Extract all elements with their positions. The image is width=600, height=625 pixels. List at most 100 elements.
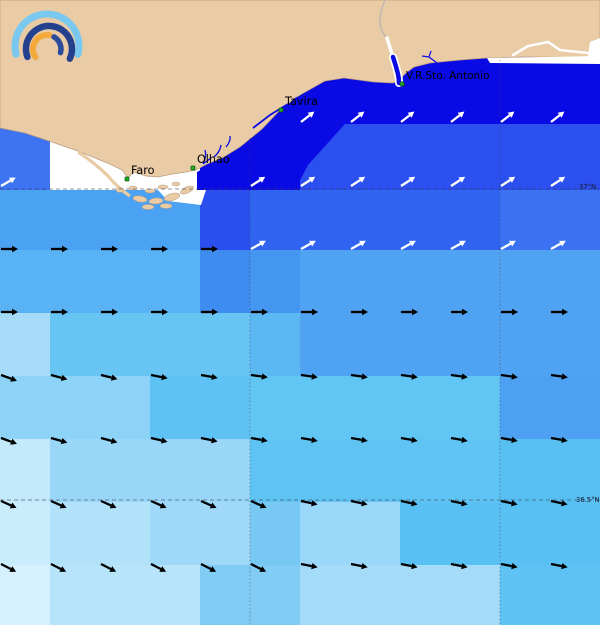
wind-arrow (50, 562, 67, 572)
wind-arrow (250, 562, 267, 572)
wind-arrow (150, 436, 168, 444)
sea-cell-r2-c8 (400, 190, 450, 250)
sea-cell-r1-c9 (450, 124, 500, 190)
sea-cell-r8-c0 (0, 565, 50, 625)
sea-cell-r8-c9 (450, 565, 500, 625)
wind-arrow (500, 499, 518, 507)
creek-east (421, 50, 438, 64)
sea-cell-r7-c9 (450, 502, 500, 565)
wind-arrow (500, 176, 516, 187)
city-dot-olhao (190, 165, 196, 171)
sea-cell-r2-c10 (500, 190, 550, 250)
sea-cell-r2-c6 (300, 190, 350, 250)
wind-arrow (50, 436, 68, 445)
wind-arrow (151, 308, 168, 316)
sea-cell-r7-c3 (150, 502, 200, 565)
wind-arrow (450, 240, 466, 251)
sea-cell-r5-c11 (550, 376, 600, 439)
sea-cell-r2-c0 (0, 190, 50, 250)
wind-arrow (350, 499, 368, 507)
beach-strip (487, 38, 600, 64)
sea-cell-r6-c5 (250, 439, 300, 502)
coastal-dark-water (197, 60, 600, 190)
sea-cell-r8-c8 (400, 565, 450, 625)
logo-inner-orange-arc (29, 32, 53, 60)
wind-arrow (300, 240, 316, 251)
sea-cell-r6-c2 (100, 439, 150, 502)
wind-arrows-layer (0, 111, 568, 572)
wind-arrow (450, 111, 465, 123)
sea-cell-r6-c6 (300, 439, 350, 502)
sea-cell-r6-c3 (150, 439, 200, 502)
wind-arrow (550, 111, 565, 123)
wind-arrow (350, 562, 368, 570)
wind-arrow (401, 308, 418, 316)
sea-cell-r5-c7 (350, 376, 400, 439)
sea-cell-r7-c10 (500, 502, 550, 565)
sea-cell-r8-c11 (550, 565, 600, 625)
sea-cell-r1-c8 (400, 124, 450, 190)
logo-middle-arc (22, 22, 76, 62)
sea-cell-r6-c8 (400, 439, 450, 502)
wind-arrow (450, 436, 468, 444)
latitude-label: 37°N (579, 183, 596, 191)
wind-arrow (201, 245, 218, 253)
wind-arrow (500, 436, 518, 444)
wind-arrow (350, 373, 368, 380)
wind-arrow (250, 499, 267, 509)
wind-arrow (551, 308, 568, 316)
sea-cell-r8-c6 (300, 565, 350, 625)
wind-arrow (400, 240, 416, 251)
sea-cell-r4-c11 (550, 313, 600, 376)
sea-cell-r6-c9 (450, 439, 500, 502)
sea-cell-r8-c3 (150, 565, 200, 625)
wind-arrow (250, 373, 268, 380)
sea-cell-r5-c9 (450, 376, 500, 439)
wind-arrow (201, 308, 218, 316)
wind-arrow (350, 240, 366, 251)
wind-arrow (50, 373, 68, 381)
wind-arrow (501, 308, 518, 316)
sea-cell-r1-c10 (500, 124, 550, 190)
city-dot-v-r-sto-antonio (399, 81, 405, 87)
wind-arrow (400, 562, 418, 570)
wind-arrow (0, 177, 16, 187)
sea-cell-r5-c10 (500, 376, 550, 439)
wind-arrow (550, 436, 568, 444)
wind-arrow (400, 499, 418, 507)
sea-cell-r3-c10 (500, 250, 550, 313)
wind-arrow (51, 245, 68, 253)
tavira-creek (281, 96, 300, 111)
sea-cell-r3-c1 (50, 250, 100, 313)
sea-cell-r6-c11 (550, 439, 600, 502)
sea-cell-r7-c4 (200, 502, 250, 565)
sea-cell-r2-c4 (200, 190, 250, 250)
city-dot-faro (124, 176, 130, 182)
sea-cell-r7-c8 (400, 502, 450, 565)
city-dot-tavira (278, 107, 284, 113)
sea-cell-r7-c11 (550, 502, 600, 565)
sea-cell-r5-c3 (150, 376, 200, 439)
sea-cell-r2-c9 (450, 190, 500, 250)
sea-cell-r3-c8 (400, 250, 450, 313)
wind-arrow (500, 562, 518, 570)
wind-arrow (250, 176, 266, 187)
wind-arrow (200, 562, 217, 572)
city-label-v-r-sto-antonio: V.R.Sto. Antonio (406, 70, 490, 82)
wind-arrow (450, 373, 468, 380)
sea-cell-r3-c7 (350, 250, 400, 313)
sea-cell-r6-c1 (50, 439, 100, 502)
wind-arrow (350, 436, 368, 444)
wind-arrow (550, 373, 568, 380)
sea-cell-r7-c7 (350, 502, 400, 565)
sea-cell-r1-c11 (550, 124, 600, 190)
sea-cell-r2-c7 (350, 190, 400, 250)
sea-cell-r5-c1 (50, 376, 100, 439)
wind-arrow (100, 499, 117, 509)
sea-cell-r3-c5 (250, 250, 300, 313)
sea-cell-r3-c9 (450, 250, 500, 313)
sea-cell-r4-c10 (500, 313, 550, 376)
sea-cell-r5-c4 (200, 376, 250, 439)
wind-arrow (400, 111, 415, 123)
sea-cell-r3-c6 (300, 250, 350, 313)
